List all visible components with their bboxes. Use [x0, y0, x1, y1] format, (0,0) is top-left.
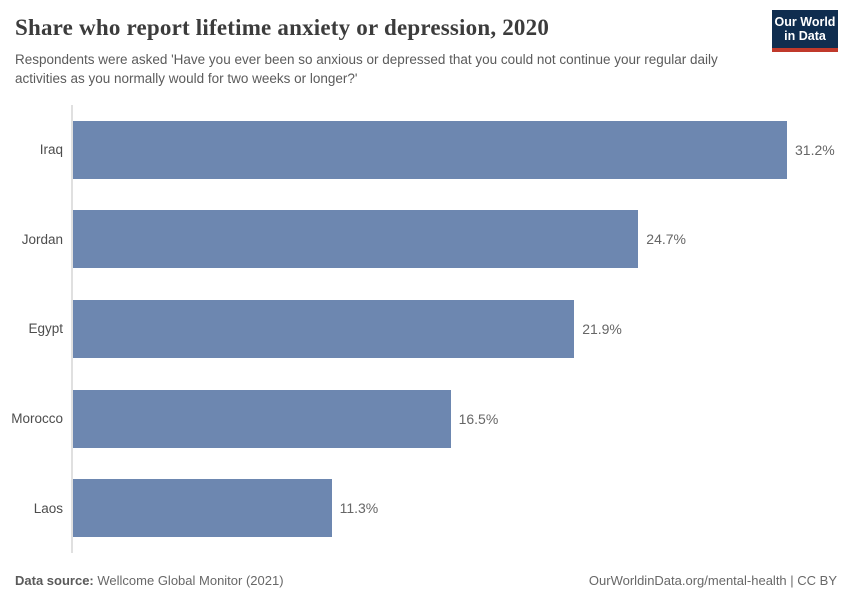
- bar-row-label: Jordan: [21, 231, 63, 247]
- bar-value-label: 24.7%: [646, 231, 686, 248]
- bar-row-label: Laos: [33, 500, 63, 516]
- bar-row-label: Morocco: [11, 411, 63, 427]
- bar-chart: Iraq 31.2% Jordan 24.7% Egypt 21.9% Moro…: [0, 105, 850, 553]
- bar-row: Egypt 21.9%: [0, 284, 850, 374]
- data-source-value: Wellcome Global Monitor (2021): [97, 573, 284, 588]
- data-source: Data source: Wellcome Global Monitor (20…: [15, 573, 284, 588]
- bar[interactable]: [73, 389, 451, 448]
- bar[interactable]: [73, 120, 787, 179]
- chart-subtitle: Respondents were asked 'Have you ever be…: [15, 51, 718, 86]
- data-source-label: Data source:: [15, 573, 94, 588]
- bar-row-label: Iraq: [39, 142, 63, 158]
- bar-row: Jordan 24.7%: [0, 195, 850, 285]
- bar-value-label: 16.5%: [458, 410, 499, 427]
- bar[interactable]: [73, 210, 639, 269]
- bar-value-label: 21.9%: [582, 320, 622, 337]
- bar-value-label: 31.2%: [795, 141, 835, 158]
- bar-rows: Iraq 31.2% Jordan 24.7% Egypt 21.9% Moro…: [0, 105, 850, 553]
- bar-value-label: 11.3%: [339, 500, 379, 517]
- owid-logo-line1: Our World: [774, 14, 836, 29]
- owid-logo[interactable]: Our World in Data: [772, 10, 838, 52]
- bar-row: Iraq 31.2%: [0, 105, 850, 195]
- chart-footer: Data source: Wellcome Global Monitor (20…: [15, 573, 837, 588]
- owid-logo-line2: in Data: [784, 29, 826, 43]
- credit-link[interactable]: OurWorldinData.org/mental-health | CC BY: [588, 573, 837, 588]
- bar-row: Morocco 16.5%: [0, 374, 850, 464]
- chart-header: Share who report lifetime anxiety or dep…: [0, 0, 850, 88]
- page-title: Share who report lifetime anxiety or dep…: [15, 15, 550, 40]
- y-axis-line: [71, 105, 73, 553]
- bar-row-label: Egypt: [28, 321, 63, 337]
- bar[interactable]: [73, 299, 575, 358]
- bar-row: Laos 11.3%: [0, 463, 850, 553]
- bar[interactable]: [73, 479, 332, 538]
